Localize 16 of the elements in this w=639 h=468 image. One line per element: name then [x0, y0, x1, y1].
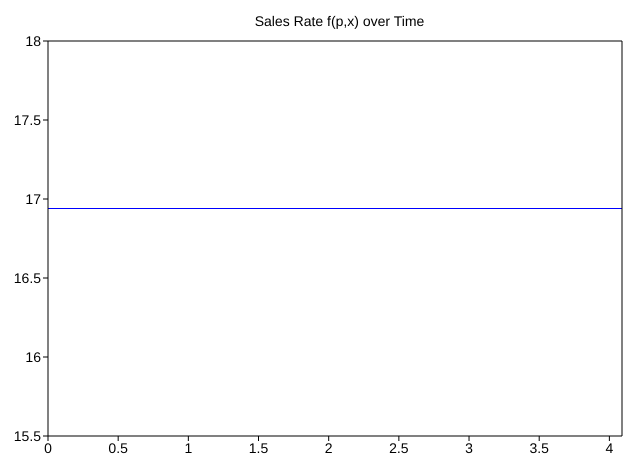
x-tick-label: 3.5: [529, 440, 550, 456]
x-tick-label: 1: [184, 440, 192, 456]
chart-title: Sales Rate f(p,x) over Time: [254, 12, 426, 31]
y-tick-label: 18: [25, 32, 42, 49]
x-tick-label: 2.5: [389, 440, 409, 456]
y-tick-label: 15.5: [14, 428, 42, 444]
x-tick-label: 3: [465, 440, 474, 456]
y-tick-label: 16: [25, 348, 42, 365]
y-tick-label: 16.5: [14, 270, 42, 286]
x-tick-label: 0.5: [108, 440, 128, 456]
y-tick-label: 17.5: [14, 112, 42, 128]
x-tick-label: 0: [44, 440, 52, 456]
x-tick-label: 2: [324, 440, 333, 456]
x-tick-label: 1.5: [248, 440, 268, 456]
x-tick-label: 4: [605, 440, 614, 456]
y-tick-label: 17: [25, 190, 42, 207]
